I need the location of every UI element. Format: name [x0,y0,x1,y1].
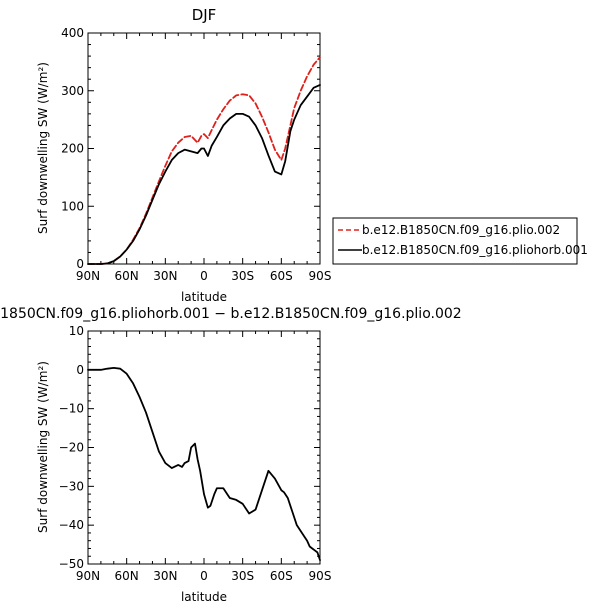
series-line-0-1 [87,84,321,265]
top-x-axis-label: latitude [181,290,227,304]
top-chart-title: DJF [192,6,217,24]
bottom-x-axis-label: latitude [181,590,227,604]
bottom-panel: b.e12.B1850CN.f09_g16.pliohorb.001 − b.e… [0,306,462,604]
y-tick-label: −20 [59,441,84,455]
y-tick-label: 10 [69,324,84,338]
x-tick-label: 90N [76,269,100,283]
x-tick-label: 0 [200,569,208,583]
top-panel: DJF 90N 60N 30N 0 30S 60S 90S 0 100 200 300 400 la… [36,6,331,304]
legend-label-pliohorb: b.e12.B1850CN.f09_g16.pliohorb.001 [362,243,588,257]
top-x-tick-labels: 90N 60N 30N 0 30S 60S 90S [76,269,332,283]
x-tick-label: 30S [231,269,254,283]
y-tick-label: 300 [61,84,84,98]
bottom-y-tick-labels: 10 0 −10 −20 −30 −40 −50 [59,324,84,571]
top-axis-ticks [87,32,321,265]
y-tick-label: 0 [76,257,84,271]
legend: b.e12.B1850CN.f09_g16.plio.002 b.e12.B18… [332,217,588,265]
x-tick-label: 30N [153,569,177,583]
x-tick-label: 30N [153,269,177,283]
legend-box [332,217,578,265]
x-tick-label: 90N [76,569,100,583]
x-tick-label: 60N [115,569,139,583]
bottom-plot-frame [87,330,321,565]
top-y-tick-labels: 0 100 200 300 400 [61,26,84,271]
y-tick-label: −30 [59,479,84,493]
y-tick-label: 0 [76,363,84,377]
y-tick-label: −50 [59,557,84,571]
x-tick-label: 60S [270,569,293,583]
y-tick-label: 400 [61,26,84,40]
bottom-x-tick-labels: 90N 60N 30N 0 30S 60S 90S [76,569,332,583]
x-tick-label: 60S [270,269,293,283]
bottom-series-lines [87,366,321,562]
bottom-axis-ticks [87,330,321,565]
bottom-y-axis-label: Surf downwelling SW (W/m²) [36,361,50,533]
x-tick-label: 90S [309,269,332,283]
y-tick-label: −40 [59,518,84,532]
y-tick-label: 100 [61,199,84,213]
series-line-1-0 [87,366,321,562]
top-series-lines [87,56,321,265]
x-tick-label: 30S [231,569,254,583]
x-tick-label: 60N [115,269,139,283]
legend-label-plio: b.e12.B1850CN.f09_g16.plio.002 [362,223,560,237]
y-tick-label: −10 [59,402,84,416]
x-tick-label: 0 [200,269,208,283]
top-y-axis-label: Surf downwelling SW (W/m²) [36,62,50,234]
x-tick-label: 90S [309,569,332,583]
bottom-chart-title: b.e12.B1850CN.f09_g16.pliohorb.001 − b.e… [0,306,462,322]
y-tick-label: 200 [61,142,84,156]
